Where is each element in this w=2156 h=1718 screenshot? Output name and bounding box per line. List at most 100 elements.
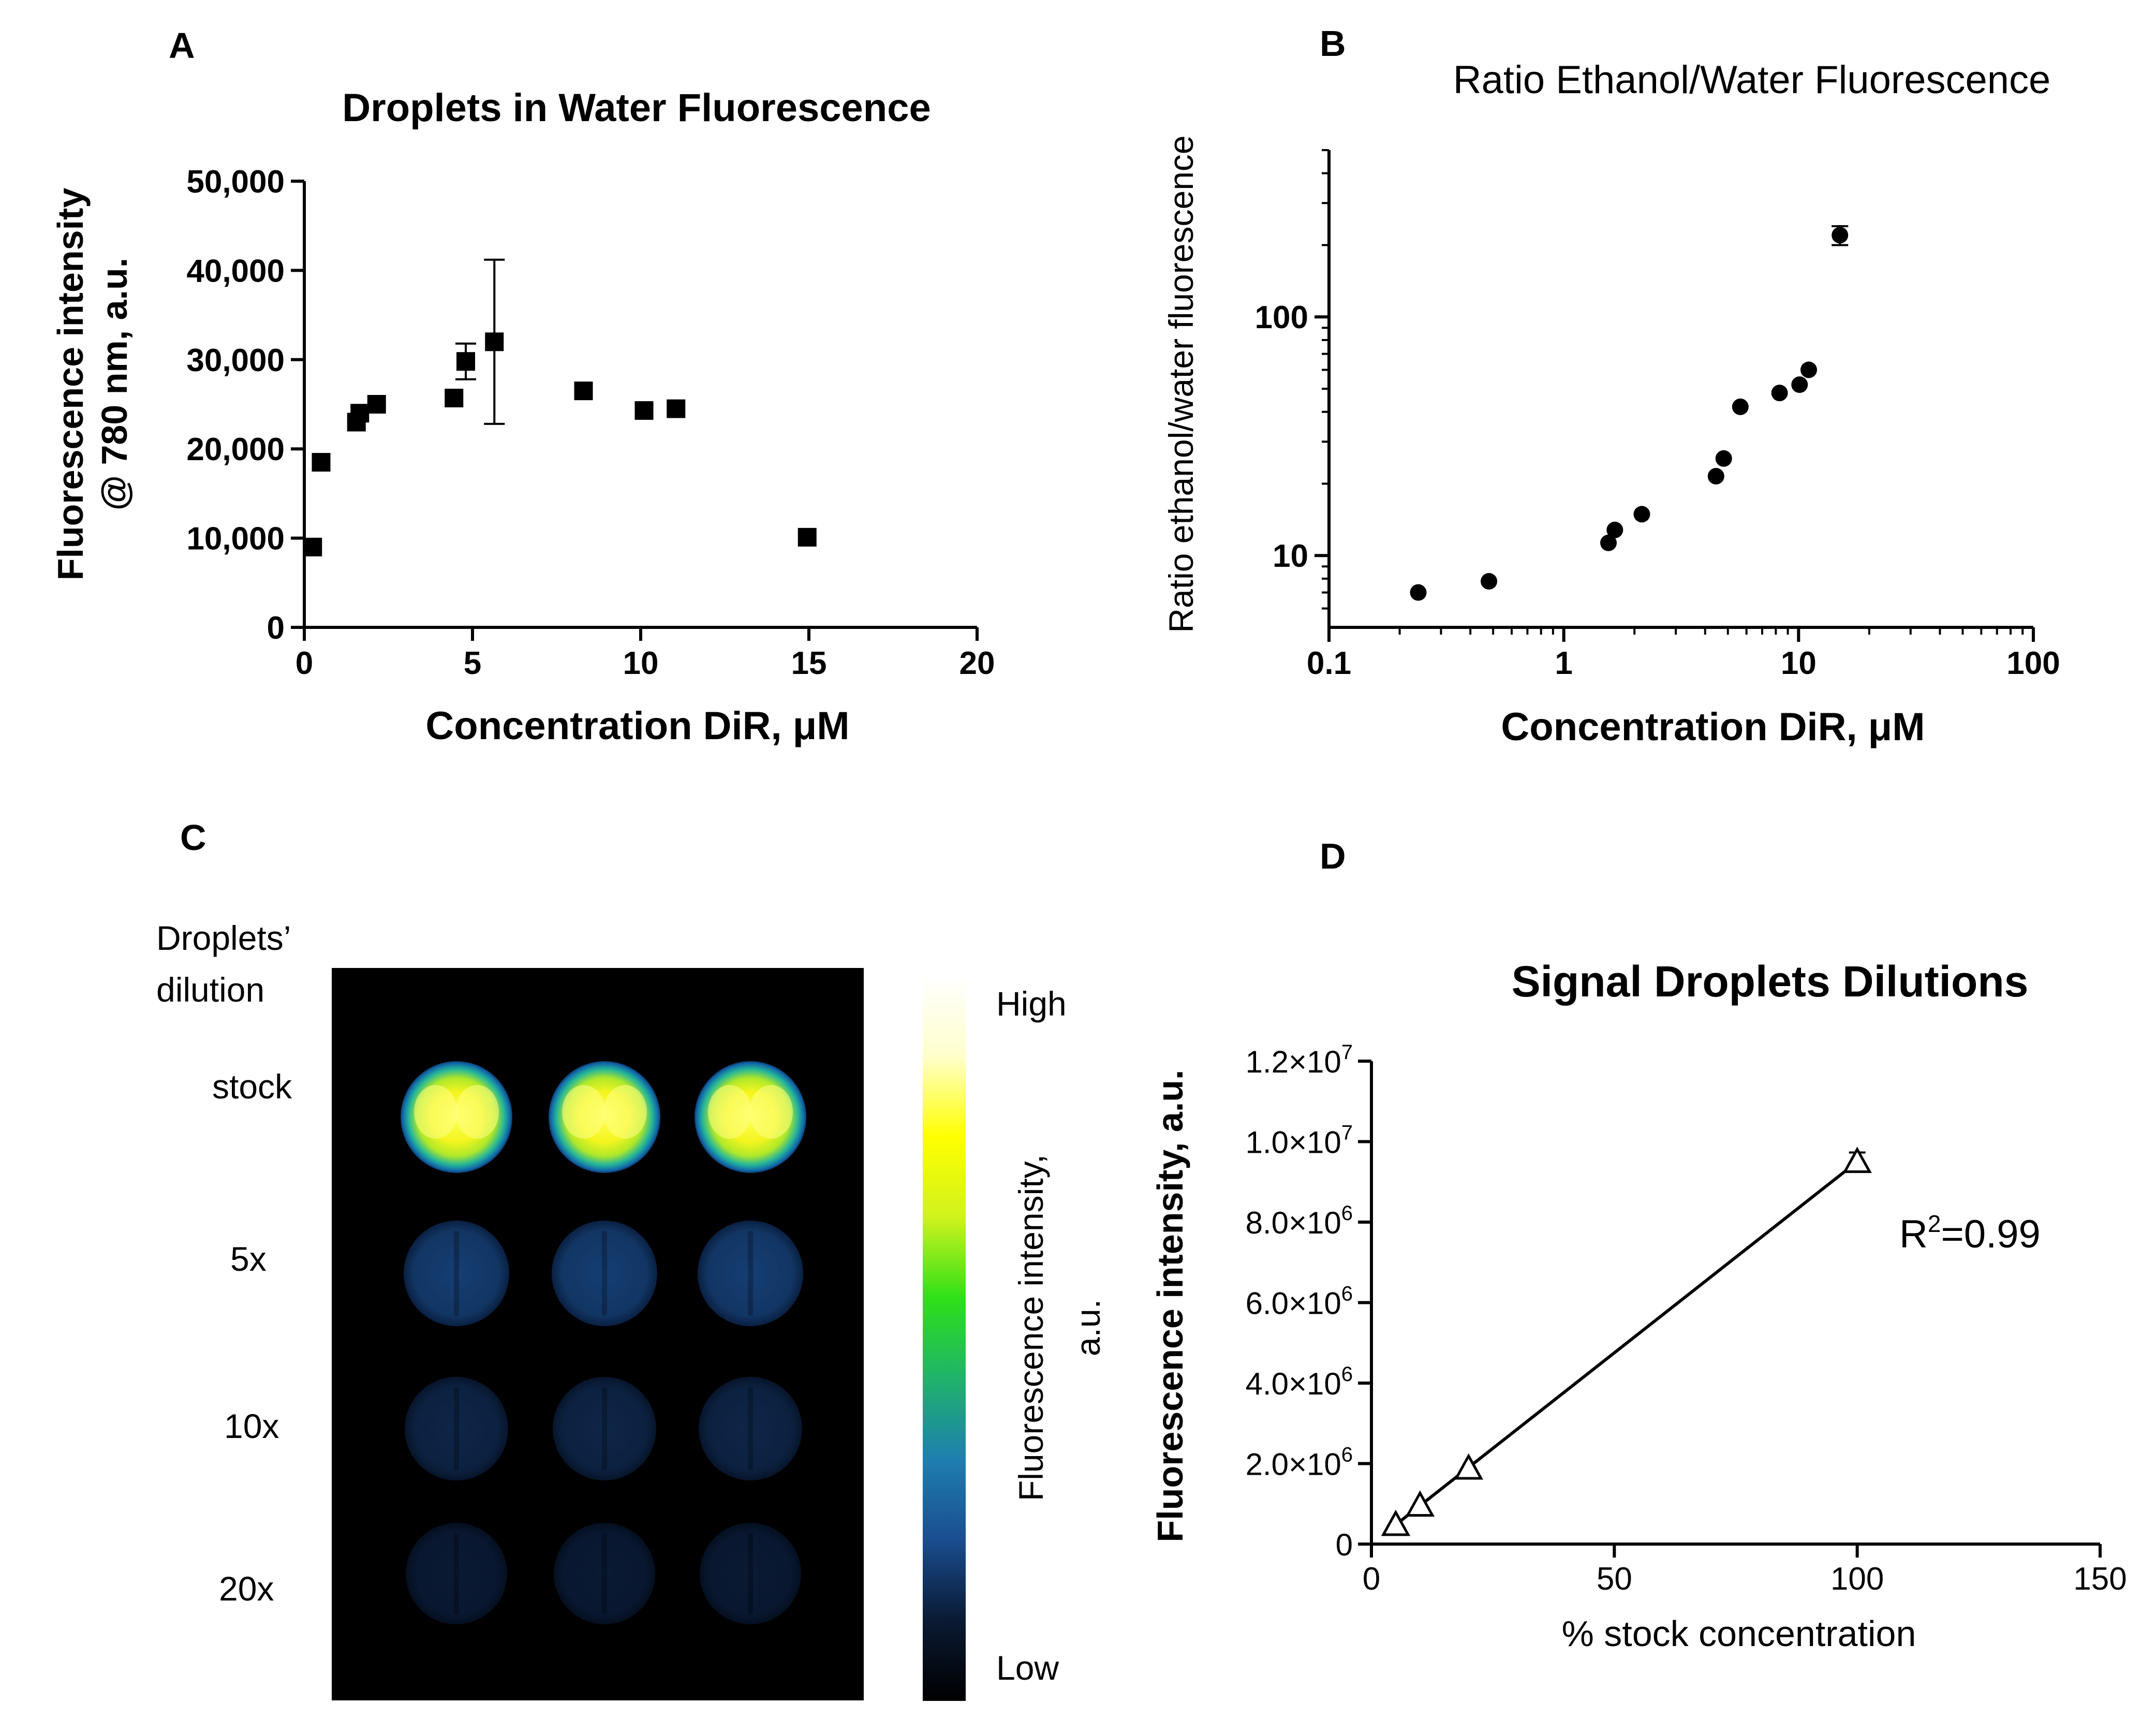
panel-a-title: Droplets in Water Fluorescence	[342, 86, 931, 130]
colorbar-low-label: Low	[996, 1649, 1059, 1687]
row-label-10x: 10x	[224, 1407, 279, 1445]
panel-b-x-tick-label: 1	[1555, 645, 1572, 681]
panel-b-x-tick-label: 10	[1781, 645, 1817, 681]
panel-a-x-tick-label: 15	[791, 645, 827, 681]
well-highlight	[414, 1085, 457, 1139]
panel-a-y-tick-label: 10,000	[186, 521, 285, 557]
well-row4-col1	[406, 1523, 507, 1624]
panel-a-data-point	[634, 401, 654, 420]
well-row3-col3	[699, 1377, 802, 1480]
panel-d-x-tick-label: 50	[1597, 1561, 1632, 1597]
panel-d-y-tick-exponent: 6	[1341, 1363, 1353, 1386]
panel-d-data-point	[1405, 1490, 1435, 1517]
panel-a-x-tick-label: 10	[623, 645, 659, 681]
well-row3-col2	[553, 1377, 656, 1480]
panel-a: A Droplets in Water Fluorescence Fluores…	[50, 25, 995, 748]
panel-b-data-point	[1410, 584, 1427, 601]
panel-a-data-point	[312, 453, 331, 472]
panel-b-data-point	[1832, 227, 1849, 244]
panel-d-y-tick-mantissa: 1.0×10	[1246, 1125, 1341, 1160]
row-label-5x: 5x	[230, 1240, 267, 1278]
panel-b-letter: B	[1320, 23, 1346, 64]
well-highlight	[708, 1085, 751, 1139]
r-squared-annotation: R2=0.99	[1899, 1210, 2041, 1256]
panel-b-data-point	[1791, 376, 1808, 393]
panel-d-letter: D	[1320, 836, 1346, 876]
panel-b-x-tick-label: 100	[2006, 645, 2060, 681]
panel-d-plot: 02.0×1064.0×1066.0×1068.0×1061.0×1071.2×…	[1246, 1041, 2127, 1597]
panel-d-y-tick-mantissa: 1.2×10	[1246, 1045, 1341, 1079]
well-row3-col1	[405, 1377, 508, 1480]
well-row2-col2	[552, 1221, 657, 1326]
well-row4-col2	[554, 1523, 655, 1624]
panel-d-x-tick-label: 0	[1363, 1561, 1380, 1597]
panel-d-ylabel: Fluorescence intensity, a.u.	[1150, 1070, 1190, 1543]
panel-d-y-tick-exponent: 6	[1341, 1283, 1353, 1305]
panel-d-y-tick-label: 2.0×106	[1246, 1444, 1353, 1482]
panel-d-y-tick-label: 1.2×107	[1246, 1041, 1353, 1079]
panel-d-y-tick-mantissa: 4.0×10	[1246, 1367, 1341, 1401]
colorbar-high-label: High	[996, 985, 1067, 1023]
panel-b-data-point	[1771, 385, 1788, 402]
panel-d-data-point	[1381, 1509, 1411, 1536]
panel-b: B Ratio Ethanol/Water Fluorescence Ratio…	[1162, 23, 2060, 749]
panel-b-ylabel: Ratio ethanol/water fluorescence	[1162, 135, 1200, 633]
well-row4-col3	[700, 1523, 801, 1624]
row-label-20x: 20x	[219, 1569, 274, 1608]
panel-a-y-tick-label: 40,000	[186, 253, 285, 289]
panel-b-data-point	[1600, 534, 1617, 551]
panel-d-data-point	[1842, 1147, 1872, 1173]
panel-a-data-point	[367, 395, 386, 414]
well-highlight	[749, 1085, 793, 1139]
panel-d-x-tick-label: 150	[2073, 1561, 2127, 1597]
panel-b-title: Ratio Ethanol/Water Fluorescence	[1453, 58, 2051, 102]
panel-b-data-point	[1715, 450, 1732, 467]
panel-a-x-tick-label: 0	[296, 645, 313, 681]
well-highlight	[603, 1085, 647, 1139]
panel-d-y-tick-label: 6.0×106	[1246, 1283, 1353, 1321]
panel-b-data-point	[1606, 521, 1623, 538]
panel-b-y-tick-label: 100	[1255, 300, 1308, 335]
panel-b-xlabel: Concentration DiR, μM	[1501, 705, 1925, 749]
colorbar	[923, 976, 966, 1701]
well-row2-col3	[698, 1221, 803, 1326]
panel-b-x-tick-label: 0.1	[1307, 645, 1351, 681]
panel-a-plot: 0 10,000 20,000 30,000 40,000 50,000 0 5 10 15 20	[186, 164, 995, 681]
panel-d-y-tick-label: 1.0×107	[1246, 1122, 1353, 1160]
panel-d-y-tick-mantissa: 8.0×10	[1246, 1206, 1341, 1240]
panel-a-data-point	[574, 381, 593, 401]
panel-b-data-point	[1707, 467, 1724, 484]
panel-a-letter: A	[169, 25, 195, 66]
panel-d-y-tick-mantissa: 0	[1336, 1528, 1353, 1562]
panel-a-data-point	[445, 388, 464, 407]
panel-d-y-tick-mantissa: 2.0×10	[1246, 1447, 1341, 1482]
well-highlight	[562, 1085, 606, 1139]
panel-d-y-tick-exponent: 7	[1341, 1041, 1353, 1064]
panel-d-data-point	[1454, 1453, 1483, 1480]
panel-d-y-tick-exponent: 6	[1341, 1444, 1353, 1466]
panel-d-y-tick-label: 0	[1336, 1528, 1353, 1562]
panel-d: D Signal Droplets Dilutions Fluorescence…	[1150, 836, 2127, 1654]
well-row2-col1	[404, 1221, 509, 1326]
panel-a-data-point	[303, 537, 322, 556]
r-squared-value: =0.99	[1941, 1212, 2040, 1256]
panel-a-y-tick-label: 30,000	[186, 343, 285, 378]
panel-a-data-point	[350, 404, 370, 423]
panel-a-data-point	[798, 527, 817, 547]
panel-a-y-tick-label: 20,000	[186, 432, 285, 467]
panel-b-y-tick-label: 10	[1273, 538, 1308, 574]
row-header-line1: Droplets’	[156, 919, 291, 957]
panel-a-x-tick-label: 5	[464, 645, 481, 681]
panel-a-data-point	[456, 352, 475, 371]
panel-a-y-tick-label: 0	[267, 610, 285, 646]
panel-a-xlabel: Concentration DiR, μM	[425, 704, 849, 748]
panel-d-xlabel: % stock concentration	[1562, 1613, 1916, 1654]
panel-d-y-tick-mantissa: 6.0×10	[1246, 1286, 1341, 1321]
panel-b-plot: 0.1 1 10 100 10 100	[1255, 149, 2060, 681]
panel-a-x-tick-label: 20	[959, 645, 995, 681]
panel-a-data-point	[667, 399, 686, 418]
well-highlight	[455, 1085, 499, 1139]
panel-a-ylabel-line1: Fluorescence intensity	[50, 188, 91, 581]
r-squared-base: R	[1899, 1212, 1928, 1256]
